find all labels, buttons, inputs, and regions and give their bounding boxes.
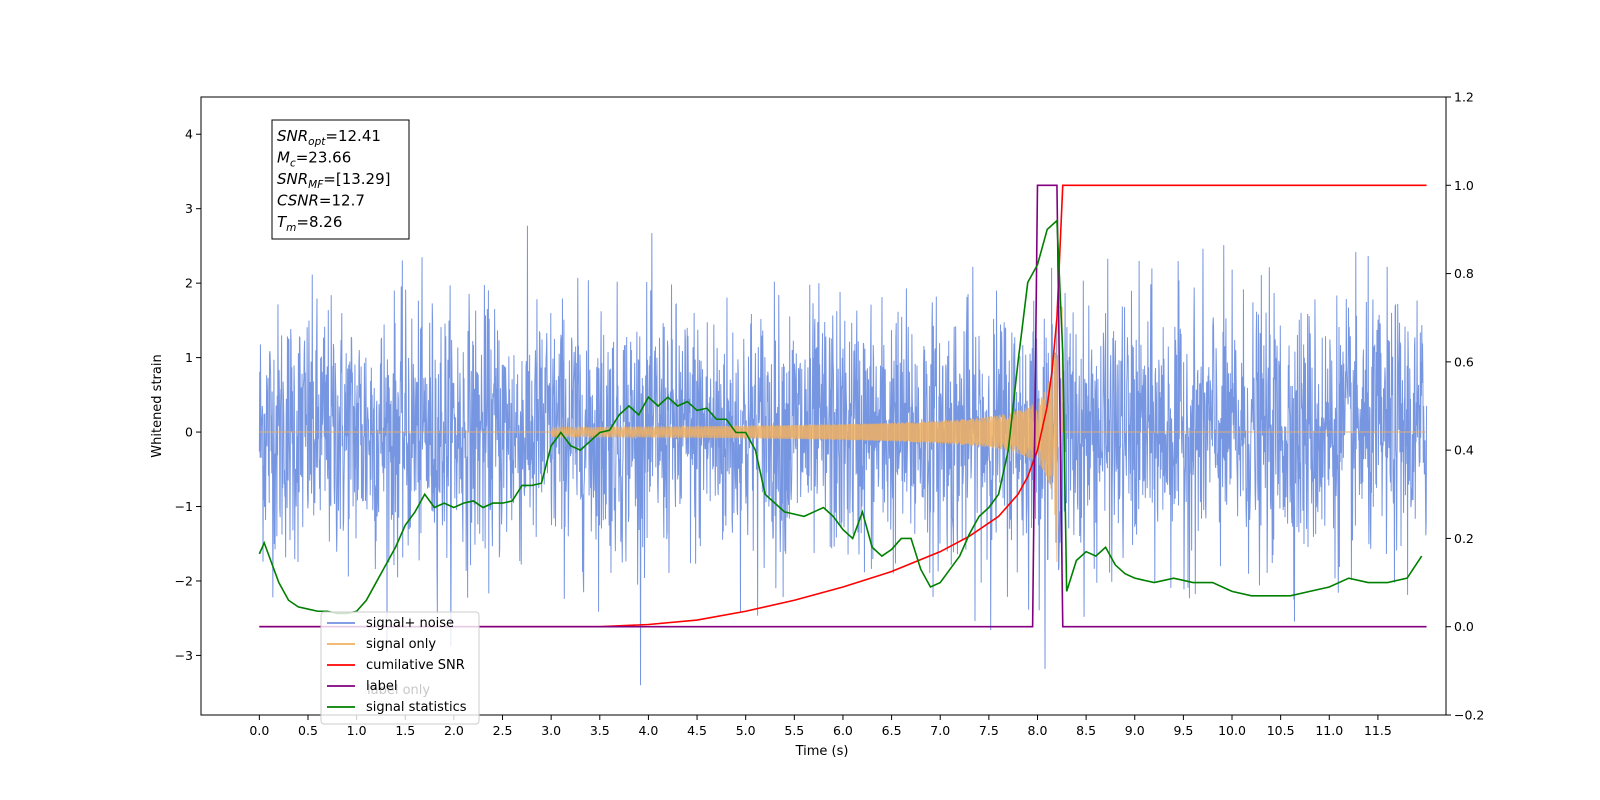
x-tick-label: 0.5	[298, 723, 318, 738]
x-tick-label: 5.0	[736, 723, 756, 738]
series-signal-noise-line	[258, 225, 1428, 686]
y2-tick-label: 1.0	[1454, 178, 1474, 193]
x-tick-label: 6.0	[833, 723, 853, 738]
legend: label only signal+ noise signal only cumil…	[320, 611, 480, 725]
plot-area	[258, 184, 1428, 686]
plot-frame	[200, 96, 1447, 716]
legend-label: cumilative SNR	[366, 658, 465, 673]
y-tick-label: −1	[175, 499, 193, 514]
x-tick-label: 9.5	[1173, 723, 1193, 738]
x-tick-label: 0.0	[249, 723, 269, 738]
y2-tick-label: 0.0	[1454, 619, 1474, 634]
x-tick-label: 4.5	[687, 723, 707, 738]
x-tick-label: 4.0	[638, 723, 658, 738]
x-tick-label: 11.5	[1364, 723, 1392, 738]
x-tick-label: 5.5	[784, 723, 804, 738]
y-tick-label: −3	[175, 648, 193, 663]
annotation-line: SNRMF=[13.29]	[277, 170, 391, 191]
x-tick-label: 8.0	[1028, 723, 1048, 738]
x-axis-label: Time (s)	[795, 744, 849, 759]
y-axis-left: −3 −2 −1 0 1 2 3 4	[175, 127, 201, 663]
y-tick-label: 0	[185, 425, 193, 440]
y-axis-right: −0.2 0.0 0.2 0.4 0.6 0.8 1.0 1.2	[1446, 90, 1484, 723]
x-tick-label: 9.0	[1125, 723, 1145, 738]
x-tick-label: 1.5	[395, 723, 415, 738]
x-tick-label: 11.0	[1315, 723, 1343, 738]
x-tick-label: 3.5	[590, 723, 610, 738]
legend-hidden-text: label only	[367, 683, 430, 698]
series-signal-statistics-line	[258, 218, 1423, 615]
y2-tick-label: 0.2	[1454, 531, 1474, 546]
legend-label: label	[366, 679, 397, 694]
series-label-line	[259, 184, 1427, 628]
x-tick-label: 10.0	[1218, 723, 1246, 738]
x-tick-label: 2.0	[444, 723, 464, 738]
x-tick-label: 8.5	[1076, 723, 1096, 738]
x-tick-label: 2.5	[493, 723, 513, 738]
x-tick-label: 3.0	[541, 723, 561, 738]
x-tick-label: 7.0	[930, 723, 950, 738]
legend-label: signal+ noise	[366, 616, 454, 631]
x-tick-label: 6.5	[882, 723, 902, 738]
annotation-box: SNRopt=12.41Mc=23.66SNRMF=[13.29]CSNR=12…	[271, 119, 410, 240]
x-axis: 0.0 0.5 1.0 1.5 2.0 2.5 3.0 3.5 4.0 4.5 5.0 5.5 6.0 6…	[249, 715, 1392, 738]
y2-tick-label: 1.2	[1454, 90, 1474, 105]
y-axis-label: Whitened strain	[150, 354, 165, 457]
y-tick-label: 3	[185, 201, 193, 216]
annotation-line: CSNR=12.7	[277, 192, 365, 210]
annotation-line: SNRopt=12.41	[277, 127, 381, 148]
series-signal-only-line	[259, 306, 1427, 562]
series-cumilative-snr-line	[259, 184, 1427, 628]
annotation-line: Mc=23.66	[277, 149, 351, 170]
y2-tick-label: −0.2	[1454, 708, 1484, 723]
x-tick-label: 1.0	[347, 723, 367, 738]
y-tick-label: 2	[185, 276, 193, 291]
y2-tick-label: 0.8	[1454, 266, 1474, 281]
y-tick-label: 4	[185, 127, 193, 142]
y-tick-label: 1	[185, 350, 193, 365]
legend-label: signal statistics	[366, 700, 467, 715]
x-tick-label: 7.5	[979, 723, 999, 738]
y2-tick-label: 0.6	[1454, 354, 1474, 369]
legend-frame	[320, 611, 480, 725]
x-tick-label: 10.5	[1267, 723, 1295, 738]
y2-tick-label: 0.4	[1454, 443, 1474, 458]
annotation-line: Tm=8.26	[277, 213, 342, 234]
y-tick-label: −2	[175, 573, 193, 588]
legend-label: signal only	[366, 637, 436, 652]
